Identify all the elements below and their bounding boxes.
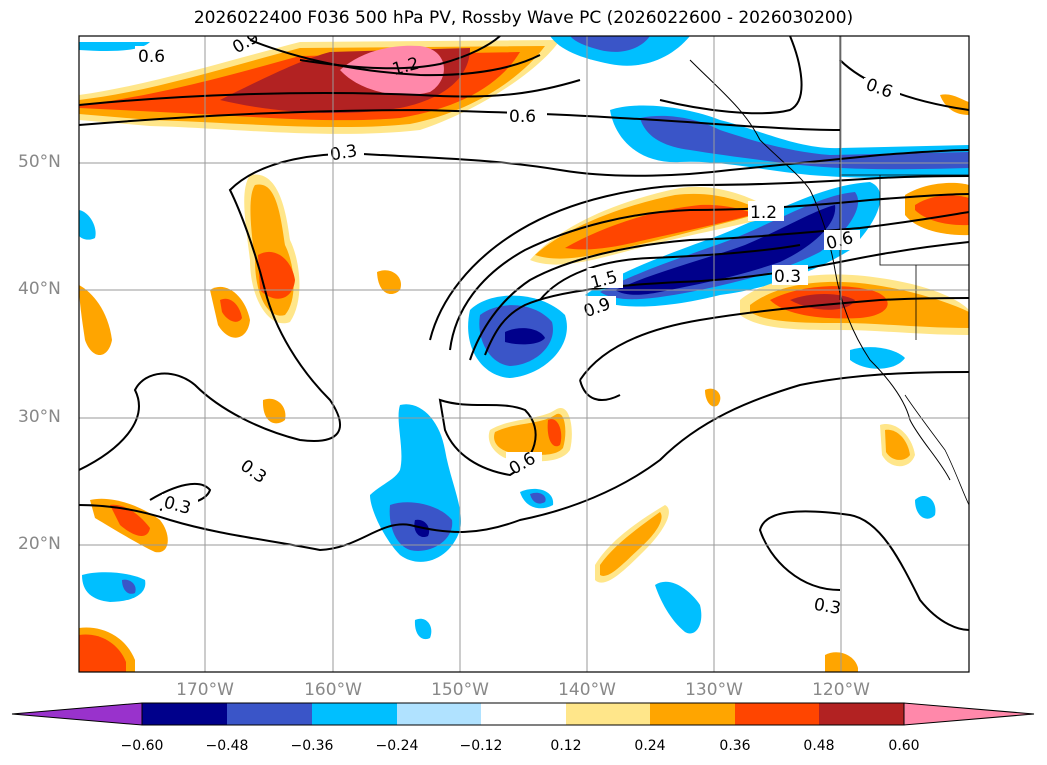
lat-label: 50°N (18, 152, 61, 172)
colorbar-segment (735, 703, 819, 725)
colorbar-segment (397, 703, 481, 725)
contour-label: 0.6 (138, 47, 165, 67)
lon-label: 130°W (685, 680, 743, 700)
colorbar-segment (566, 703, 650, 725)
colorbar-segment (227, 703, 312, 725)
colorbar (11, 702, 1035, 726)
lon-label: 140°W (558, 680, 616, 700)
colorbar-max-extension (903, 702, 1035, 726)
lat-label: 30°N (18, 407, 61, 427)
colorbar-tick-label: 0.12 (550, 738, 582, 754)
colorbar-tick-label: 0.24 (634, 738, 666, 754)
colorbar-segment (650, 703, 735, 725)
colorbar-segment (312, 703, 397, 725)
colorbar-tick-label: −0.48 (205, 738, 249, 754)
colorbar-tick-label: −0.60 (120, 738, 164, 754)
contour-label: 0.3 (329, 141, 359, 165)
lon-label: 150°W (431, 680, 489, 700)
map-title: 2026022400 F036 500 hPa PV, Rossby Wave … (193, 8, 854, 28)
colorbar-tick-label: −0.36 (290, 738, 334, 754)
contour-label: 0.3 (236, 456, 270, 488)
colorbar-tick-label: −0.24 (375, 738, 419, 754)
pv-field: 0.6 0.6 0.6 0.3 1.2 0.6 1.5 0.9 0.3 0.6 … (79, 36, 969, 672)
lon-label: 120°W (812, 680, 870, 700)
lon-label: 170°W (176, 680, 234, 700)
map-frame (78, 35, 970, 673)
colorbar-tick-label: −0.12 (459, 738, 503, 754)
colorbar-segment (481, 703, 566, 725)
contour-label: 1.2 (750, 203, 777, 223)
colorbar-tick-label: 0.60 (888, 738, 920, 754)
colorbar-tick-label: 0.48 (803, 738, 835, 754)
colorbar-segment (142, 703, 227, 725)
colorbar-min-extension (11, 702, 143, 726)
lat-label: 20°N (18, 534, 61, 554)
contour-label: 0.6 (509, 107, 536, 127)
lon-label: 160°W (304, 680, 362, 700)
colorbar-tick-label: 0.36 (719, 738, 751, 754)
contour-label: 0.3 (774, 267, 801, 287)
lat-label: 40°N (18, 279, 61, 299)
colorbar-segment (819, 703, 904, 725)
contour-label: 0.3 (812, 595, 842, 619)
